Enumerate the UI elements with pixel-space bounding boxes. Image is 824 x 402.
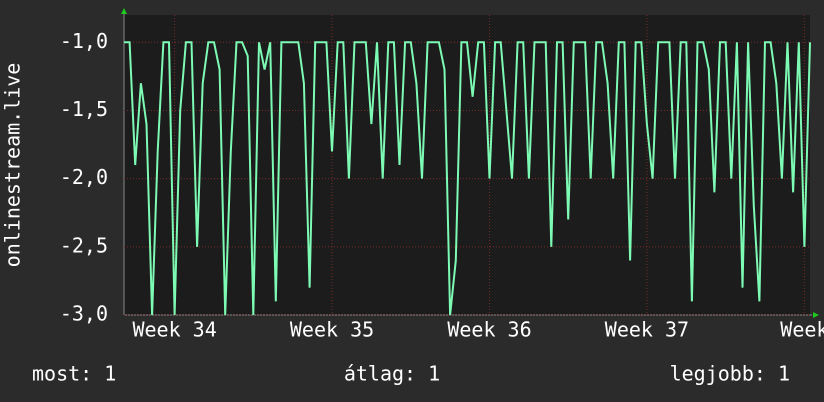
y-tick-label: -3,0: [60, 302, 108, 326]
axis-arrow: [813, 312, 819, 318]
x-tick-label: Week 36: [447, 318, 531, 342]
data-line: [124, 41, 811, 316]
x-tick-label: Week 37: [605, 318, 689, 342]
legend-stat: legjobb: 1: [670, 362, 790, 386]
x-tick-label: Week: [780, 318, 824, 342]
x-tick-label: Week 34: [132, 318, 216, 342]
y-axis-label: onlinestream.live: [1, 63, 25, 268]
x-tick-label: Week 35: [290, 318, 374, 342]
y-tick-label: -1,0: [60, 29, 108, 53]
legend-stat: átlag: 1: [344, 362, 440, 386]
y-tick-label: -2,0: [60, 165, 108, 189]
legend-stat: most: 1: [32, 362, 116, 386]
axis-arrow: [121, 8, 127, 14]
y-tick-label: -2,5: [60, 233, 108, 257]
y-tick-label: -1,5: [60, 97, 108, 121]
